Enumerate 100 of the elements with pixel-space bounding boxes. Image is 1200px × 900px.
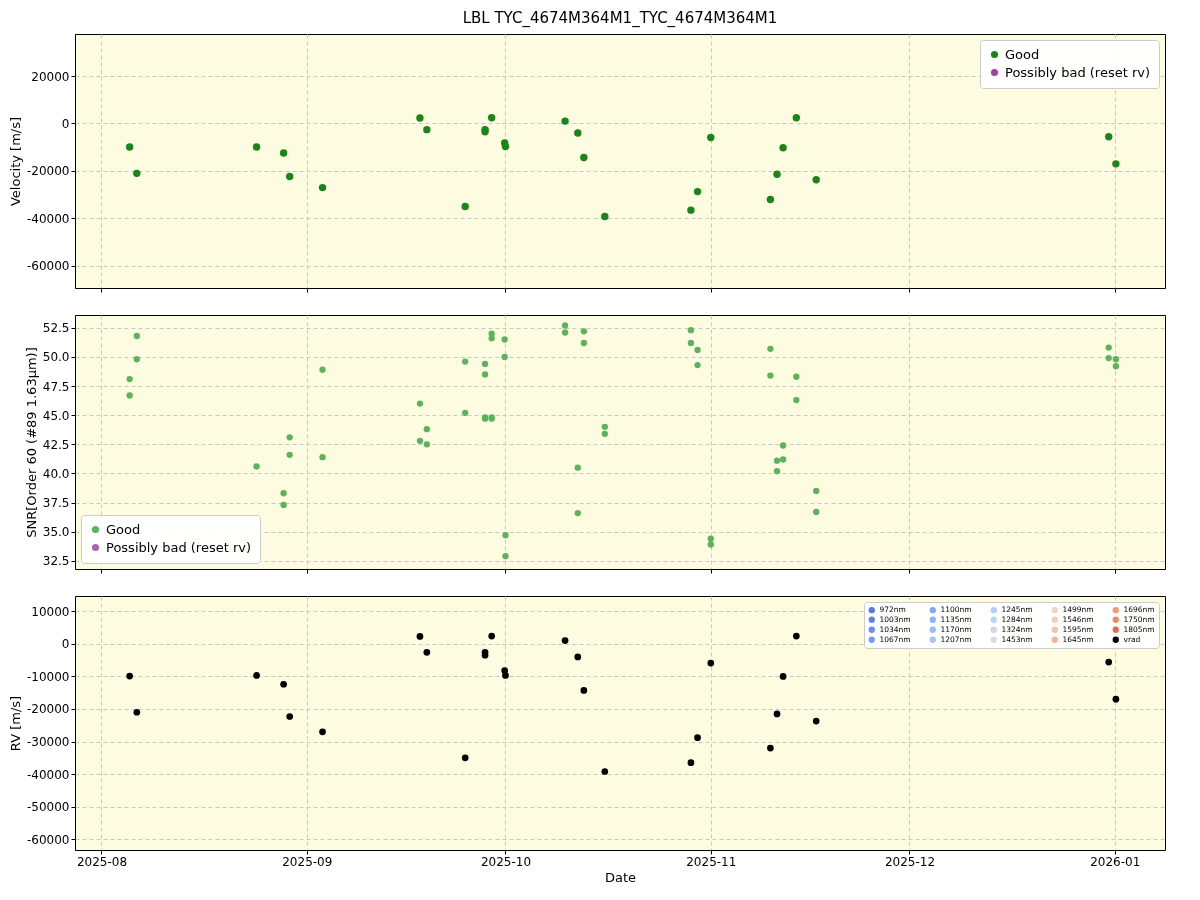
x-tick-label: 2025-10 — [480, 854, 532, 869]
point — [501, 353, 508, 361]
point — [574, 464, 581, 471]
point — [601, 768, 609, 775]
point — [416, 114, 424, 122]
point — [1112, 363, 1120, 370]
x-tick-label: 2026-01 — [1090, 854, 1141, 869]
point — [280, 501, 287, 509]
point — [693, 187, 702, 196]
point — [574, 509, 581, 517]
point — [1105, 354, 1112, 362]
point — [561, 329, 569, 336]
point — [707, 541, 714, 548]
point — [1112, 356, 1120, 363]
y-axis-title: RV [m/s] — [8, 695, 23, 752]
point — [416, 633, 424, 640]
point — [779, 442, 787, 449]
point — [488, 335, 495, 342]
point — [779, 673, 787, 680]
point — [813, 487, 820, 495]
point — [707, 535, 714, 542]
point — [416, 437, 424, 444]
point — [792, 114, 801, 122]
x-axis-title: Date — [604, 869, 637, 885]
y-tick-label: -60000 — [26, 259, 70, 274]
point — [423, 426, 430, 433]
y-tick-label: 45.0 — [42, 408, 70, 423]
y-axis-title: Velocity [m/s] — [8, 116, 23, 207]
y-tick-label: -40000 — [26, 767, 70, 782]
point — [601, 430, 608, 437]
point — [462, 409, 469, 417]
y-tick-label: 10000 — [31, 604, 70, 619]
point — [126, 392, 133, 399]
point — [812, 717, 820, 725]
point — [319, 728, 326, 736]
point — [318, 183, 327, 192]
point — [286, 713, 294, 720]
point — [561, 117, 569, 125]
point — [580, 328, 588, 335]
x-tick-label: 2025-08 — [76, 854, 128, 869]
y-axis-title: SNR[Order 60 (#89 1.63μm)] — [23, 347, 39, 538]
point — [687, 759, 695, 767]
point — [125, 143, 134, 151]
point — [773, 710, 781, 718]
y-tick-label: 0 — [61, 116, 70, 131]
point — [561, 637, 569, 644]
point — [793, 373, 800, 380]
y-tick-label: 42.5 — [42, 437, 70, 452]
point — [280, 680, 287, 688]
y-tick-label: 37.5 — [42, 496, 70, 511]
point — [423, 125, 431, 134]
point — [707, 133, 715, 142]
x-tick-label: 2025-12 — [884, 854, 936, 869]
x-tick-label: 2025-11 — [686, 854, 737, 869]
point — [793, 396, 800, 404]
point — [1105, 133, 1113, 141]
point — [601, 212, 609, 221]
point — [502, 672, 509, 679]
point — [1112, 695, 1120, 703]
point — [133, 169, 141, 178]
y-tick-label: 40.0 — [42, 466, 70, 481]
point — [423, 441, 430, 448]
point — [461, 754, 469, 762]
point — [501, 142, 510, 151]
point — [580, 153, 588, 162]
point — [707, 659, 715, 667]
y-tick-label: 20000 — [31, 69, 70, 84]
point — [773, 467, 781, 475]
x-tick-label: 2025-09 — [282, 854, 333, 869]
point — [133, 708, 141, 716]
point — [767, 345, 774, 352]
point — [574, 129, 582, 137]
point — [286, 434, 293, 441]
y-tick-label: 35.0 — [42, 525, 70, 540]
point — [694, 361, 701, 369]
point — [502, 553, 509, 560]
point — [488, 632, 496, 640]
point — [792, 632, 800, 640]
point — [561, 322, 569, 329]
y-tick-label: -30000 — [26, 735, 70, 750]
point — [773, 457, 781, 464]
point — [813, 508, 820, 516]
legend-label: Good — [106, 521, 141, 537]
point — [773, 170, 781, 178]
point — [766, 195, 775, 204]
y-tick-label: 52.5 — [42, 321, 70, 336]
point — [580, 687, 588, 694]
point — [253, 463, 260, 470]
y-tick-label: 50.0 — [42, 350, 70, 365]
point — [580, 339, 588, 347]
point — [812, 176, 820, 184]
point — [319, 366, 326, 373]
point — [462, 358, 469, 365]
point — [286, 451, 293, 458]
chart-title: LBL TYC_4674M364M1_TYC_4674M364M1 — [462, 9, 778, 28]
point — [574, 653, 582, 661]
point — [416, 400, 424, 407]
point — [126, 672, 133, 680]
point — [687, 206, 695, 214]
y-tick-label: -20000 — [26, 164, 70, 179]
